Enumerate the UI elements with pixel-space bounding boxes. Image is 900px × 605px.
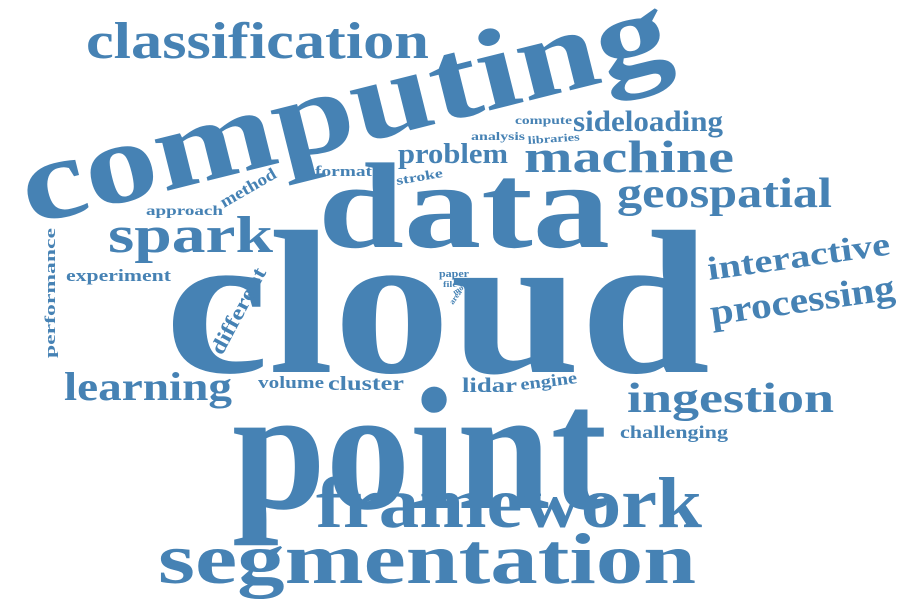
word-learning: learning xyxy=(64,364,232,409)
word-framework: framework xyxy=(316,463,702,543)
word-approach: approach xyxy=(146,204,223,219)
word-classification: classification xyxy=(86,13,429,70)
word-ingestion: ingestion xyxy=(627,376,834,422)
word-compute: compute xyxy=(515,113,573,127)
word-volume: volume xyxy=(258,373,325,392)
word-cluster: cluster xyxy=(328,373,404,395)
word-sideloading: sideloading xyxy=(573,105,723,138)
word-lidar: lidar xyxy=(462,373,517,397)
word-segmentation: segmentation xyxy=(158,519,696,599)
word-performance: performance xyxy=(43,227,59,358)
word-data: data xyxy=(318,139,610,274)
word-file: file xyxy=(443,280,458,289)
word-cloud: cloud xyxy=(165,190,710,417)
word-problem: problem xyxy=(398,139,508,170)
word-point: point xyxy=(232,352,607,546)
word-analysis: analysis xyxy=(471,129,525,143)
word-challenging: challenging xyxy=(620,422,728,442)
word-spark: spark xyxy=(108,207,273,264)
word-machine: machine xyxy=(524,131,734,182)
word-geospatial: geospatial xyxy=(617,171,832,217)
word-experiment: experiment xyxy=(66,266,171,285)
word-paper: paper xyxy=(439,269,470,280)
word-format: format xyxy=(315,164,372,180)
word-libraries: libraries xyxy=(527,131,581,147)
